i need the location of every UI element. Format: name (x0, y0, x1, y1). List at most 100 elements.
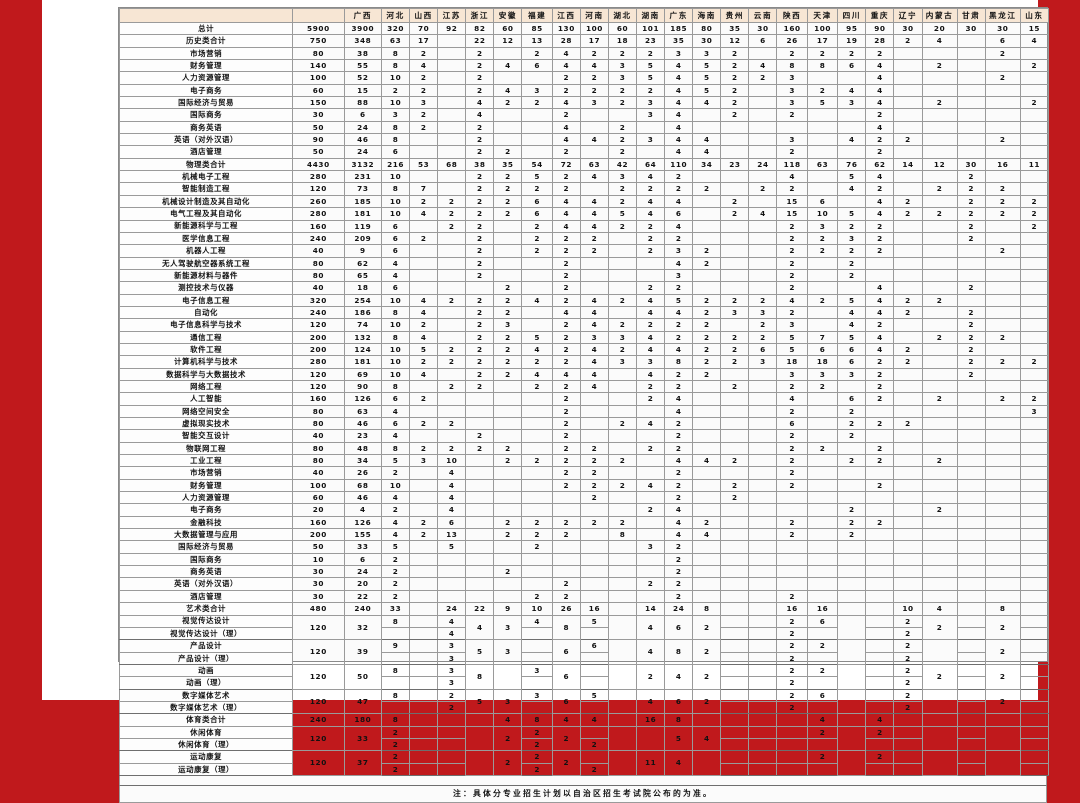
data-cell: 2 (636, 281, 666, 295)
data-cell (521, 133, 553, 147)
data-cell: 2 (579, 762, 610, 776)
data-cell (921, 379, 958, 394)
data-cell: 2 (465, 379, 495, 394)
data-cell (493, 478, 523, 493)
data-cell (409, 219, 439, 233)
data-cell (748, 565, 778, 579)
data-cell (776, 552, 808, 567)
data-cell: 4 (921, 602, 958, 616)
data-cell: 2 (776, 108, 808, 122)
data-cell (608, 639, 638, 665)
row-label: 电子信息工程 (118, 293, 294, 307)
data-cell: 2 (608, 120, 638, 135)
data-cell (437, 120, 467, 135)
data-cell (837, 281, 867, 295)
data-cell (692, 108, 722, 122)
data-cell (409, 133, 439, 147)
data-cell (493, 466, 523, 480)
data-cell: 2 (865, 750, 895, 764)
data-cell (837, 379, 867, 394)
data-cell (1019, 626, 1050, 641)
data-cell (837, 688, 867, 715)
data-cell (893, 466, 923, 480)
data-cell: 2 (664, 466, 694, 480)
data-cell (437, 46, 467, 61)
data-cell: 2 (692, 244, 722, 258)
data-cell (465, 454, 495, 468)
data-cell: 6 (521, 194, 553, 209)
data-cell (608, 305, 638, 320)
data-cell: 200 (292, 528, 345, 542)
data-cell (956, 108, 986, 122)
data-cell: 2 (984, 663, 1021, 690)
data-cell (579, 281, 610, 295)
data-cell (437, 750, 467, 764)
data-cell: 42 (608, 157, 638, 172)
data-cell: 5 (806, 96, 839, 110)
data-cell: 2 (465, 330, 495, 344)
data-cell (493, 404, 523, 419)
data-cell: 2 (493, 305, 523, 320)
data-cell (636, 589, 666, 604)
data-cell (608, 577, 638, 591)
data-cell: 4 (437, 626, 467, 641)
data-cell: 2 (521, 515, 553, 530)
data-cell (837, 565, 867, 579)
data-cell: 4 (579, 133, 610, 147)
table-row: 数字媒体艺术（理） 2 2 2 (118, 700, 1050, 715)
data-cell: 40 (292, 466, 345, 480)
data-cell: 2 (493, 293, 523, 307)
data-cell (956, 429, 986, 443)
header-cell-province: 辽宁 (893, 8, 923, 23)
data-cell: 2 (956, 207, 986, 221)
data-cell: 2 (579, 478, 610, 493)
data-cell (837, 589, 867, 604)
data-cell: 2 (381, 83, 411, 98)
data-cell: 120 (292, 750, 345, 776)
data-cell (692, 219, 722, 233)
data-cell: 2 (608, 478, 638, 493)
data-cell: 4 (636, 194, 666, 209)
data-cell: 2 (493, 528, 523, 542)
row-label: 英语（对外汉语） (118, 577, 294, 591)
data-cell (921, 713, 958, 727)
data-cell (748, 651, 778, 665)
row-label: 电子商务 (118, 503, 294, 517)
data-cell: 35 (720, 21, 750, 36)
table-row: 机械电子工程 280 231 10 2 2 5 2 4 3 4 2 4 5 4 2 (118, 170, 1050, 184)
data-cell: 4 (521, 342, 553, 357)
data-cell: 3 (692, 46, 722, 61)
data-cell (921, 194, 958, 209)
row-label: 产品设计（理） (118, 651, 294, 665)
data-cell (493, 429, 523, 443)
data-cell (748, 725, 778, 739)
data-cell: 5 (692, 83, 722, 98)
data-cell (1019, 700, 1050, 715)
data-cell (636, 515, 666, 530)
data-cell: 118 (776, 157, 808, 172)
data-cell: 16 (636, 713, 666, 727)
data-cell: 24 (343, 565, 383, 579)
data-cell (806, 478, 839, 493)
data-cell (521, 256, 553, 270)
data-cell: 2 (806, 379, 839, 394)
data-cell (493, 244, 523, 258)
data-cell (893, 256, 923, 270)
data-cell (608, 503, 638, 517)
header-cell-province: 山东 (1019, 8, 1050, 23)
data-cell (865, 589, 895, 604)
data-cell (806, 170, 839, 184)
data-cell (776, 120, 808, 135)
data-cell (893, 71, 923, 85)
data-cell: 4 (806, 713, 839, 727)
data-cell: 3 (837, 367, 867, 381)
data-cell: 30 (893, 21, 923, 36)
data-cell: 6 (748, 34, 778, 48)
data-cell (776, 565, 808, 579)
data-cell: 2 (579, 491, 610, 505)
row-label: 虚拟现实技术 (118, 416, 294, 431)
data-cell (636, 145, 666, 159)
data-cell (692, 466, 722, 480)
data-cell (893, 528, 923, 542)
table-row: 运动康复 120 37 2 2 2 2 11 4 2 2 (118, 750, 1050, 776)
